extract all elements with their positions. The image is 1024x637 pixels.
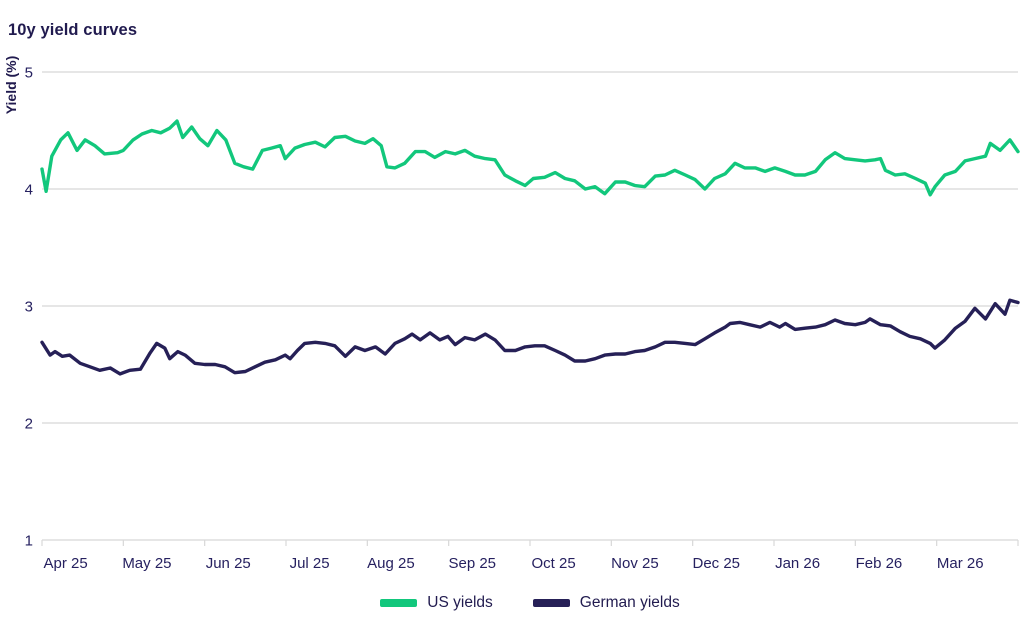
y-tick-label-5: 5 [25, 65, 33, 82]
series-line-us-yields [40, 119, 1020, 197]
x-tick-label: Aug 25 [367, 555, 415, 572]
x-tick-label: Jul 25 [290, 555, 330, 572]
x-tick-label: Feb 26 [856, 555, 903, 572]
legend-label-german-yields: German yields [579, 594, 680, 611]
legend-item-german-yields: German yields [532, 594, 680, 612]
german-yields-swatch-icon [532, 599, 570, 607]
x-tick-label: Apr 25 [43, 555, 87, 572]
y-tick-label-2: 2 [25, 416, 33, 433]
x-tick-label: Jan 26 [775, 555, 820, 572]
x-tick-label: Mar 26 [937, 555, 984, 572]
legend: US yields German yields [42, 594, 1018, 612]
y-tick-label-3: 3 [25, 299, 33, 316]
series-line-german-yields [40, 298, 1020, 376]
x-tick-label: Sep 25 [448, 555, 496, 572]
legend-label-us-yields: US yields [427, 594, 493, 611]
x-tick-label: Dec 25 [692, 555, 740, 572]
us-yields-swatch-icon [380, 599, 418, 607]
chart-title: 10y yield curves [8, 21, 138, 39]
y-tick-label-1: 1 [25, 533, 33, 550]
x-tick-label: Jun 25 [206, 555, 251, 572]
x-tick-label: May 25 [122, 555, 171, 572]
x-tick-label: Oct 25 [531, 555, 575, 572]
legend-item-us-yields: US yields [380, 594, 493, 612]
y-tick-label-4: 4 [25, 182, 33, 199]
x-tick-label: Nov 25 [611, 555, 659, 572]
